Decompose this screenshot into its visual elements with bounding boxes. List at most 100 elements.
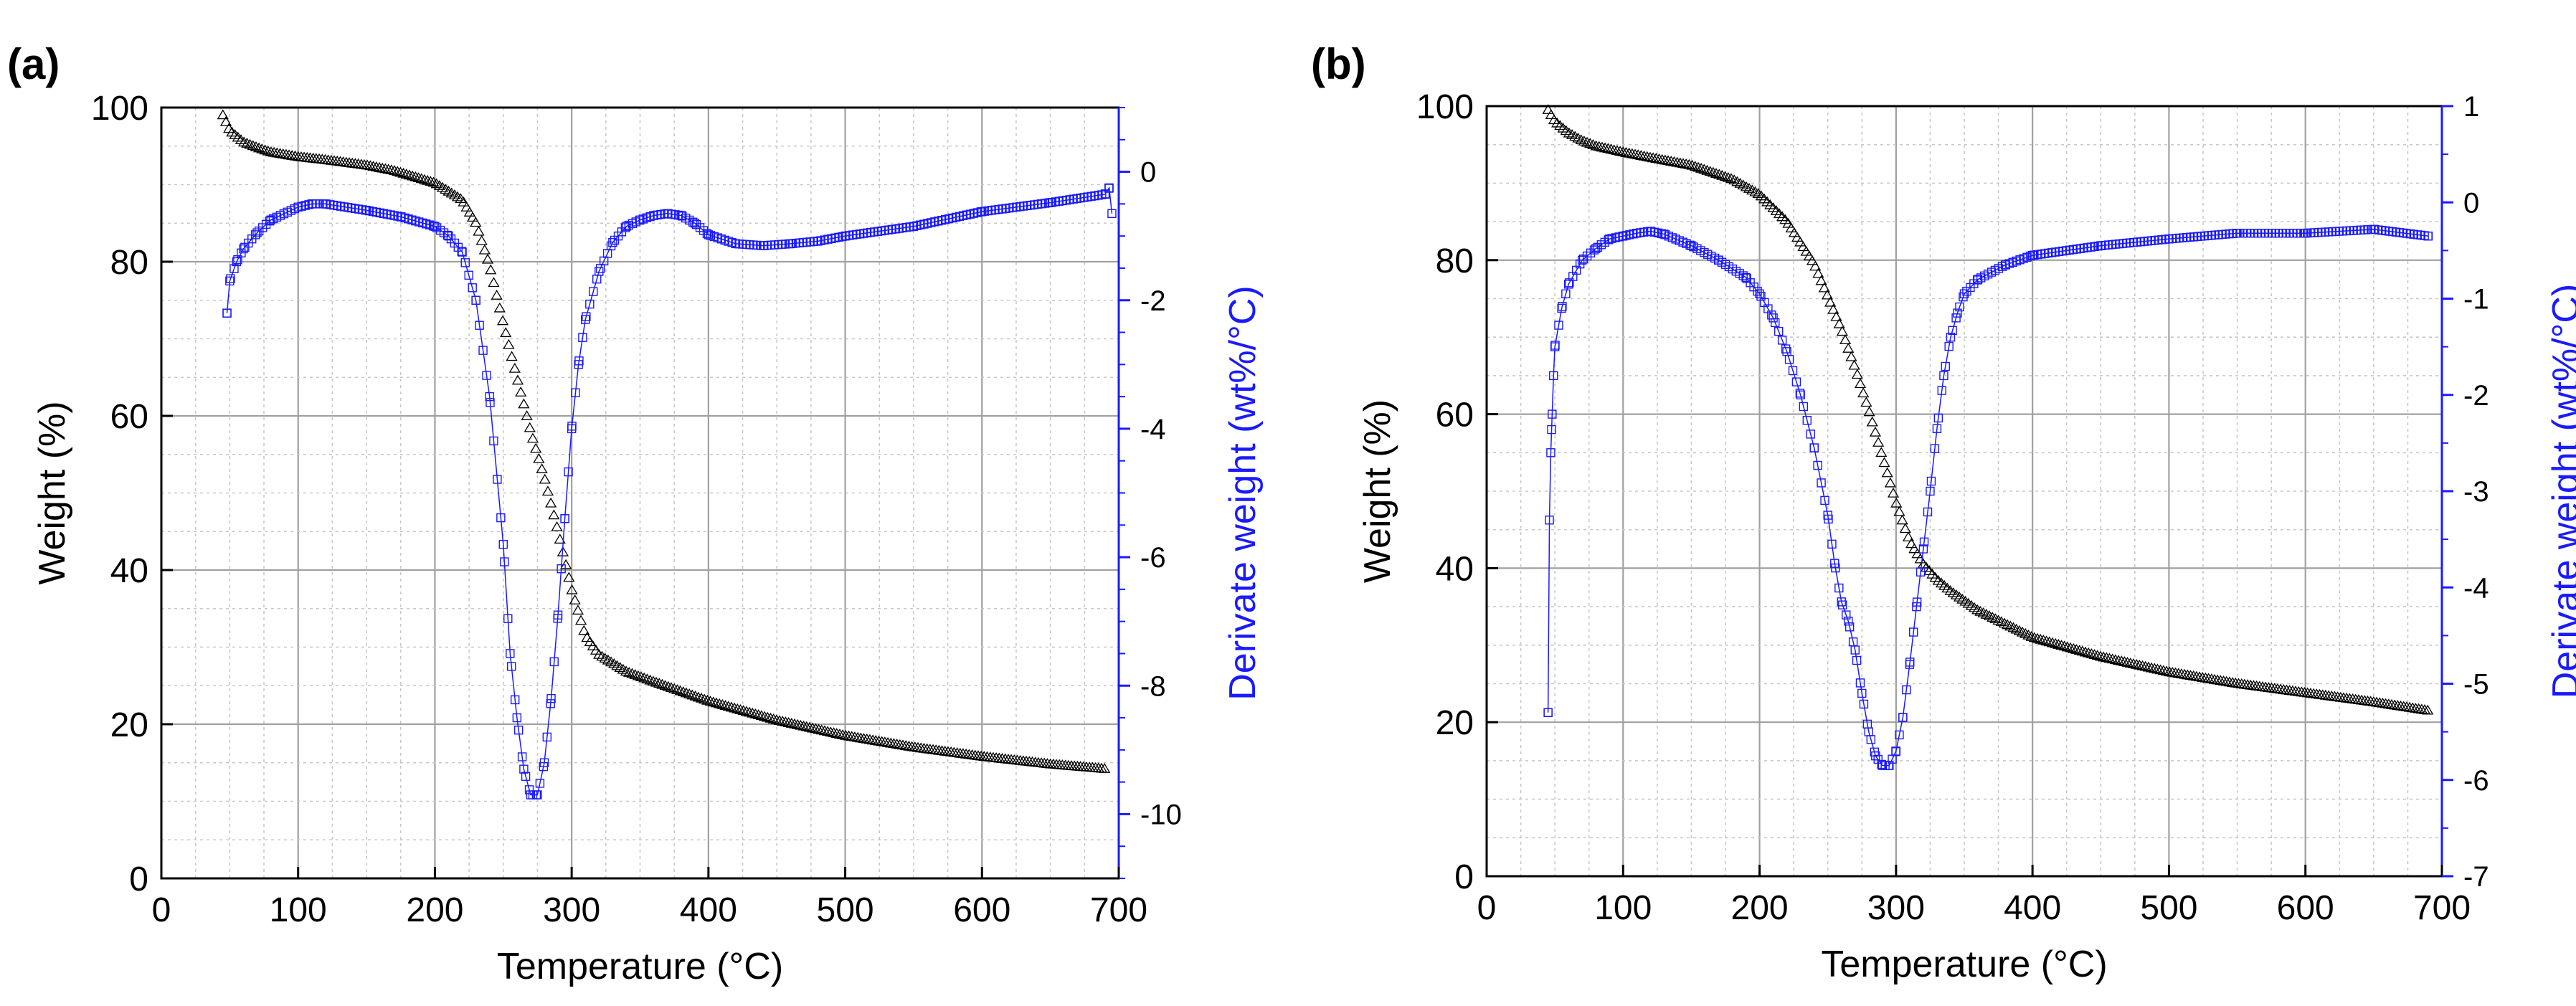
derivative-point (1885, 761, 1894, 770)
weight-marker (1890, 497, 1903, 508)
panel-b-label: (b) (1311, 40, 1366, 88)
weight-marker (1593, 141, 1605, 151)
weight-marker (1569, 131, 1581, 141)
weight-marker (1998, 617, 2011, 628)
derivative-point (560, 514, 569, 523)
weight-marker (1617, 146, 1629, 156)
weight-marker (2169, 667, 2182, 678)
weight-marker (485, 264, 497, 275)
derivative-point (1939, 371, 1948, 381)
y-tick-label: 100 (1416, 88, 1474, 126)
weight-marker (388, 165, 401, 175)
derivative-marker (1919, 537, 1929, 547)
weight-marker (650, 676, 663, 687)
derivative-point (676, 211, 686, 220)
weight-marker (1818, 282, 1830, 293)
weight-marker (1983, 610, 1996, 620)
weight-marker (2097, 651, 2110, 662)
weight-marker (271, 147, 283, 158)
weight-marker (2013, 625, 2026, 635)
weight-marker (1740, 181, 1753, 191)
weight-marker (382, 163, 394, 174)
weight-marker (861, 733, 873, 744)
derivative-point (1912, 602, 1921, 612)
derivative-marker (557, 564, 566, 574)
derivative-point (1741, 272, 1751, 283)
weight-marker (1872, 437, 1885, 447)
derivative-marker (517, 752, 527, 761)
weight-marker (1749, 186, 1761, 196)
weight-marker (427, 176, 440, 187)
derivative-marker (578, 333, 587, 342)
derivative-point (546, 693, 556, 703)
x-tick-label: 100 (1594, 889, 1652, 927)
weight-marker (855, 732, 867, 743)
weight-marker (749, 708, 762, 718)
derivative-point (485, 392, 494, 402)
derivative-marker (1852, 655, 1862, 665)
weight-marker (2151, 663, 2164, 674)
weight-marker (1977, 607, 1989, 617)
y2-tick-label: -8 (1140, 670, 1166, 702)
derivative-point (1632, 229, 1642, 238)
panel-a-label: (a) (7, 40, 60, 88)
derivative-marker (1554, 321, 1563, 330)
derivative-point (813, 237, 823, 246)
weight-marker (1671, 156, 1683, 167)
x-tick-label: 700 (1090, 891, 1147, 929)
weight-marker (448, 189, 461, 199)
derivative-point (1046, 198, 1055, 207)
weight-marker (421, 174, 434, 185)
weight-marker (566, 584, 578, 594)
weight-marker (2106, 653, 2118, 664)
y2-tick-label: -10 (1140, 799, 1182, 830)
weight-marker (1575, 134, 1587, 145)
derivative-point (1871, 751, 1880, 761)
weight-marker (1881, 467, 1893, 478)
derivative-point (430, 222, 440, 231)
weight-marker (377, 162, 389, 173)
weight-marker (526, 432, 539, 443)
x-tick-label: 0 (1477, 889, 1497, 927)
derivative-marker (571, 388, 580, 397)
weight-marker (825, 726, 837, 737)
weight-marker (2031, 632, 2044, 643)
derivative-marker (1795, 389, 1805, 398)
weight-marker (2124, 657, 2136, 668)
weight-marker (2055, 640, 2068, 650)
weight-marker (695, 692, 708, 703)
weight-marker (1878, 457, 1890, 468)
weight-marker (2064, 642, 2077, 653)
weight-marker (2121, 657, 2134, 667)
weight-marker (1980, 609, 1992, 619)
derivative-point (758, 241, 768, 250)
derivative-point (1857, 688, 1867, 698)
weight-marker (762, 711, 774, 722)
weight-marker (578, 625, 590, 635)
derivative-point (553, 610, 563, 620)
weight-marker (1587, 139, 1599, 149)
weight-marker (1572, 132, 1584, 143)
derivative-marker (1951, 313, 1961, 323)
weight-marker (1782, 217, 1794, 228)
weight-marker (361, 159, 374, 170)
derivative-marker (1788, 366, 1798, 376)
weight-marker (508, 362, 521, 373)
weight-marker (2101, 652, 2113, 663)
weight-marker (364, 160, 377, 171)
weight-marker (2046, 637, 2059, 647)
weight-marker (1698, 163, 1710, 174)
derivative-point (2000, 260, 2010, 270)
weight-marker (2040, 635, 2052, 646)
derivative-marker (1895, 730, 1904, 740)
weight-marker (1545, 109, 1557, 120)
derivative-marker (460, 258, 470, 267)
derivative-marker (1820, 495, 1829, 506)
derivative-point (663, 209, 672, 219)
x-tick-label: 700 (2413, 889, 2471, 927)
derivative-point (1926, 486, 1935, 496)
weight-marker (2178, 668, 2191, 679)
weight-marker (1860, 397, 1872, 407)
weight-marker (671, 684, 683, 694)
weight-marker (2212, 674, 2224, 685)
